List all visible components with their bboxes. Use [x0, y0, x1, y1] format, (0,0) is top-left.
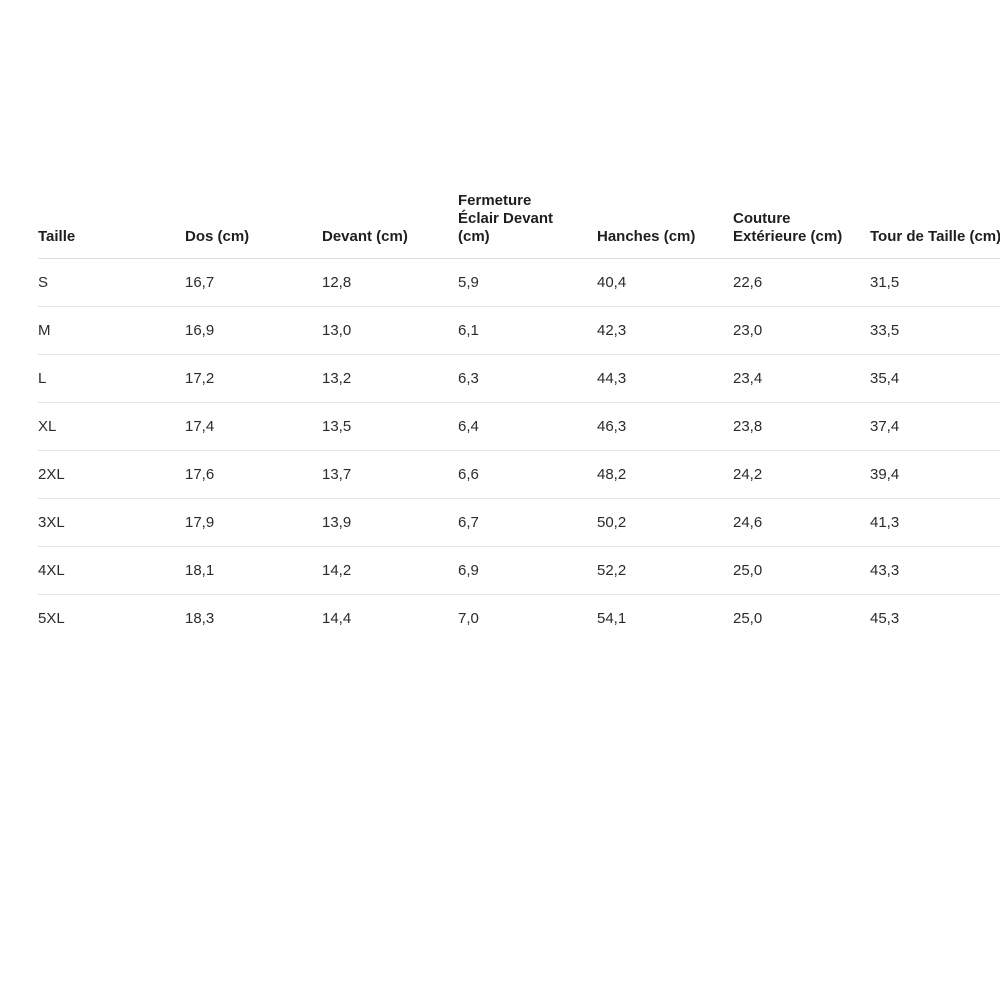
size-chart-container: Taille Dos (cm) Devant (cm) Fermeture Éclai… — [38, 192, 1000, 642]
measurement-value: 7,0 — [458, 610, 479, 627]
measurement-value: 5,9 — [458, 258, 597, 307]
measurement-value: 45,3 — [870, 610, 900, 627]
measurement-value: 17,4 — [185, 402, 322, 451]
measurement-value: 43,3 — [870, 546, 1000, 595]
size-label: 4XL — [38, 546, 185, 595]
table-row-xl: XL 17,4 13,5 6,4 46,3 23,8 37,4 — [38, 402, 1000, 451]
measurement-value: 25,0 — [733, 610, 763, 627]
header-row: Taille Dos (cm) Devant (cm) Fermeture Éclai… — [38, 192, 1000, 259]
size-label: S — [38, 258, 185, 307]
measurement-value: 39,4 — [870, 450, 1000, 499]
size-label: 3XL — [38, 498, 185, 547]
measurement-value: 17,6 — [185, 450, 322, 499]
size-chart-table: Taille Dos (cm) Devant (cm) Fermeture Éclai… — [38, 192, 1000, 642]
column-header-tour-de-taille-cm: Tour de Taille (cm) — [870, 192, 1000, 259]
column-header-dos-cm: Dos (cm) — [185, 192, 322, 259]
size-label: 2XL — [38, 450, 185, 499]
measurement-value: 12,8 — [322, 258, 458, 307]
measurement-value: 23,8 — [733, 402, 870, 451]
measurement-value: 13,0 — [322, 306, 458, 355]
measurement-value: 23,4 — [733, 354, 870, 403]
column-header-taille: Taille — [38, 192, 185, 259]
table-row-s: S 16,7 12,8 5,9 40,4 22,6 31,5 — [38, 258, 1000, 307]
measurement-value: 24,6 — [733, 498, 870, 547]
measurement-value: 16,7 — [185, 258, 322, 307]
measurement-value: 22,6 — [733, 258, 870, 307]
measurement-value: 23,0 — [733, 306, 870, 355]
measurement-value: 33,5 — [870, 306, 1000, 355]
measurement-value: 17,2 — [185, 354, 322, 403]
column-header-fermeture-clair-devant-cm: Fermeture Éclair Devant (cm) — [458, 192, 597, 259]
table-row-l: L 17,2 13,2 6,3 44,3 23,4 35,4 — [38, 354, 1000, 403]
measurement-value: 13,9 — [322, 498, 458, 547]
measurement-value: 44,3 — [597, 354, 733, 403]
measurement-value: 54,1 — [597, 610, 627, 627]
measurement-value: 42,3 — [597, 306, 733, 355]
measurement-value: 41,3 — [870, 498, 1000, 547]
column-header-hanches-cm: Hanches (cm) — [597, 192, 733, 259]
table-row-2xl: 2XL 17,6 13,7 6,6 48,2 24,2 39,4 — [38, 450, 1000, 499]
measurement-value: 13,7 — [322, 450, 458, 499]
measurement-value: 50,2 — [597, 498, 733, 547]
table-row-5xl: 5XL 18,3 14,4 7,0 54,1 25,0 45,3 — [38, 595, 1000, 643]
measurement-value: 18,1 — [185, 546, 322, 595]
measurement-value: 48,2 — [597, 450, 733, 499]
measurement-value: 6,1 — [458, 306, 597, 355]
table-row-3xl: 3XL 17,9 13,9 6,7 50,2 24,6 41,3 — [38, 498, 1000, 547]
measurement-value: 13,2 — [322, 354, 458, 403]
measurement-value: 6,9 — [458, 546, 597, 595]
measurement-value: 6,6 — [458, 450, 597, 499]
measurement-value: 17,9 — [185, 498, 322, 547]
measurement-value: 14,4 — [322, 610, 352, 627]
column-header-couture-ext-rieure-cm: Couture Extérieure (cm) — [733, 192, 870, 259]
measurement-value: 13,5 — [322, 402, 458, 451]
table-row-m: M 16,9 13,0 6,1 42,3 23,0 33,5 — [38, 306, 1000, 355]
measurement-value: 6,7 — [458, 498, 597, 547]
measurement-value: 16,9 — [185, 306, 322, 355]
measurement-value: 31,5 — [870, 258, 1000, 307]
size-label: 5XL — [38, 610, 65, 627]
size-chart-header: Taille Dos (cm) Devant (cm) Fermeture Éclai… — [38, 192, 1000, 259]
measurement-value: 24,2 — [733, 450, 870, 499]
measurement-value: 14,2 — [322, 546, 458, 595]
measurement-value: 6,3 — [458, 354, 597, 403]
measurement-value: 46,3 — [597, 402, 733, 451]
size-label: M — [38, 306, 185, 355]
measurement-value: 40,4 — [597, 258, 733, 307]
measurement-value: 18,3 — [185, 610, 215, 627]
measurement-value: 6,4 — [458, 402, 597, 451]
size-label: XL — [38, 402, 185, 451]
measurement-value: 37,4 — [870, 402, 1000, 451]
column-header-devant-cm: Devant (cm) — [322, 192, 458, 259]
measurement-value: 35,4 — [870, 354, 1000, 403]
measurement-value: 25,0 — [733, 546, 870, 595]
measurement-value: 52,2 — [597, 546, 733, 595]
size-chart-body: S 16,7 12,8 5,9 40,4 22,6 31,5 M 16,9 13,0 6,1 42,3… — [38, 258, 1000, 643]
table-row-4xl: 4XL 18,1 14,2 6,9 52,2 25,0 43,3 — [38, 546, 1000, 595]
size-label: L — [38, 354, 185, 403]
